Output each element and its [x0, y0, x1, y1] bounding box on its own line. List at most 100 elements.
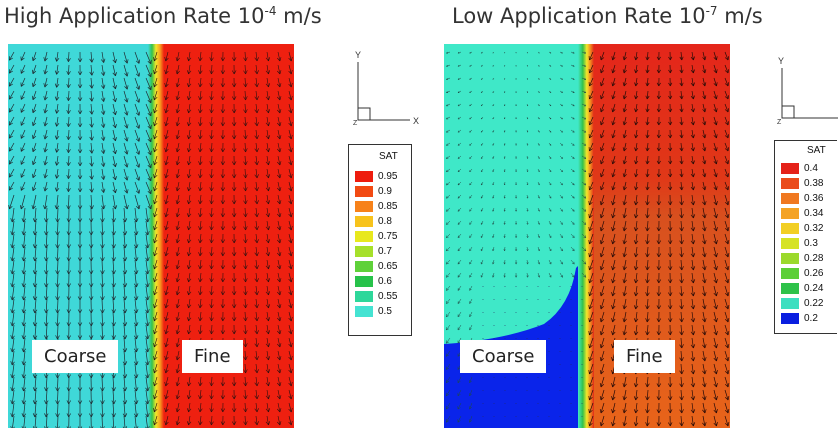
velocity-arrow-head [601, 69, 602, 73]
legend-value: 0.38 [804, 178, 823, 189]
legend-swatch [781, 163, 799, 174]
legend-value: 0.6 [378, 276, 392, 287]
legend-value: 0.85 [378, 201, 397, 212]
legend-entry: 0.24 [781, 283, 823, 294]
coarse-label: Coarse [32, 340, 118, 373]
velocity-arrow-head [728, 69, 729, 73]
legend-value: 0.55 [378, 291, 397, 302]
legend-swatch [355, 201, 373, 212]
legend-value: 0.95 [378, 171, 397, 182]
velocity-arrow-head [601, 56, 602, 60]
velocity-arrow-head [601, 173, 602, 177]
legend-value: 0.36 [804, 193, 823, 204]
axis-z-label: Z [353, 120, 358, 127]
legend-entry: 0.55 [355, 291, 397, 302]
sat-legend-high: SAT 0.95 0.9 0.85 0.8 0.75 0.7 0.65 0.6 0.55 0.5 [348, 144, 412, 336]
fine-label: Fine [182, 340, 243, 373]
legend-entry: 0.36 [781, 193, 823, 204]
legend-value: 0.34 [804, 208, 823, 219]
velocity-arrow-head [505, 79, 506, 80]
legend-title: SAT [807, 145, 826, 156]
legend-value: 0.3 [804, 238, 818, 249]
velocity-arrow-head [728, 56, 729, 60]
legend-entry: 0.95 [355, 171, 397, 182]
legend-value: 0.65 [378, 261, 397, 272]
legend-swatch [355, 306, 373, 317]
legend-value: 0.7 [378, 246, 392, 257]
velocity-arrow-head [601, 186, 602, 190]
legend-swatch [781, 208, 799, 219]
legend-entry: 0.65 [355, 261, 397, 272]
legend-swatch [781, 253, 799, 264]
legend-entry: 0.4 [781, 163, 818, 174]
legend-entry: 0.38 [781, 178, 823, 189]
velocity-arrow-head [728, 173, 729, 177]
legend-swatch [355, 261, 373, 272]
legend-entry: 0.26 [781, 268, 823, 279]
legend-value: 0.24 [804, 283, 823, 294]
legend-swatch [781, 178, 799, 189]
legend-entry: 0.7 [355, 246, 392, 257]
velocity-arrow-head [601, 82, 602, 86]
panel-title-low: Low Application Rate 10-7 m/s [452, 4, 763, 28]
panel-title-high: High Application Rate 10-4 m/s [4, 4, 322, 28]
legend-swatch [781, 223, 799, 234]
legend-value: 0.75 [378, 231, 397, 242]
legend-entry: 0.28 [781, 253, 823, 264]
velocity-arrow-head [601, 95, 602, 99]
velocity-arrow-head [728, 121, 729, 125]
legend-swatch [781, 193, 799, 204]
legend-value: 0.26 [804, 268, 823, 279]
axis-y-label: Y [355, 50, 361, 60]
legend-entry: 0.5 [355, 306, 392, 317]
velocity-arrow-head [728, 134, 729, 138]
legend-swatch [781, 298, 799, 309]
interface-band [578, 44, 594, 428]
legend-swatch [781, 268, 799, 279]
coarse-label: Coarse [460, 340, 546, 373]
legend-swatch [355, 216, 373, 227]
legend-swatch [355, 291, 373, 302]
legend-swatch [781, 283, 799, 294]
axis-x-label: X [413, 116, 419, 126]
velocity-arrow-head [728, 82, 729, 86]
velocity-arrow-head [601, 108, 602, 112]
legend-swatch [781, 313, 799, 324]
legend-entry: 0.22 [781, 298, 823, 309]
legend-entry: 0.85 [355, 201, 397, 212]
legend-entry: 0.8 [355, 216, 392, 227]
legend-value: 0.4 [804, 163, 818, 174]
legend-swatch [355, 171, 373, 182]
velocity-arrow-head [728, 108, 729, 112]
axis-triad-high: Y X Z [340, 48, 420, 128]
legend-value: 0.5 [378, 306, 392, 317]
legend-entry: 0.32 [781, 223, 823, 234]
legend-swatch [355, 231, 373, 242]
velocity-arrow-head [728, 147, 729, 151]
axis-y-label: Y [778, 56, 784, 66]
legend-value: 0.8 [378, 216, 392, 227]
velocity-arrow-head [601, 147, 602, 151]
legend-value: 0.22 [804, 298, 823, 309]
legend-value: 0.2 [804, 313, 818, 324]
axis-z-label: Z [777, 119, 782, 126]
legend-title: SAT [379, 151, 398, 162]
legend-entry: 0.3 [781, 238, 818, 249]
velocity-arrow-head [728, 160, 729, 164]
velocity-arrow-head [601, 134, 602, 138]
velocity-arrow-head [728, 95, 729, 99]
legend-swatch [355, 276, 373, 287]
legend-entry: 0.75 [355, 231, 397, 242]
legend-entry: 0.9 [355, 186, 392, 197]
axis-triad-low: Y Z [760, 48, 840, 128]
legend-swatch [355, 246, 373, 257]
legend-entry: 0.2 [781, 313, 818, 324]
legend-value: 0.28 [804, 253, 823, 264]
legend-entry: 0.34 [781, 208, 823, 219]
sat-legend-low: SAT 0.4 0.38 0.36 0.34 0.32 0.3 0.28 0.26 0.24 0.… [774, 140, 837, 334]
legend-entry: 0.6 [355, 276, 392, 287]
legend-swatch [355, 186, 373, 197]
legend-value: 0.32 [804, 223, 823, 234]
velocity-arrow-head [601, 160, 602, 164]
legend-swatch [781, 238, 799, 249]
